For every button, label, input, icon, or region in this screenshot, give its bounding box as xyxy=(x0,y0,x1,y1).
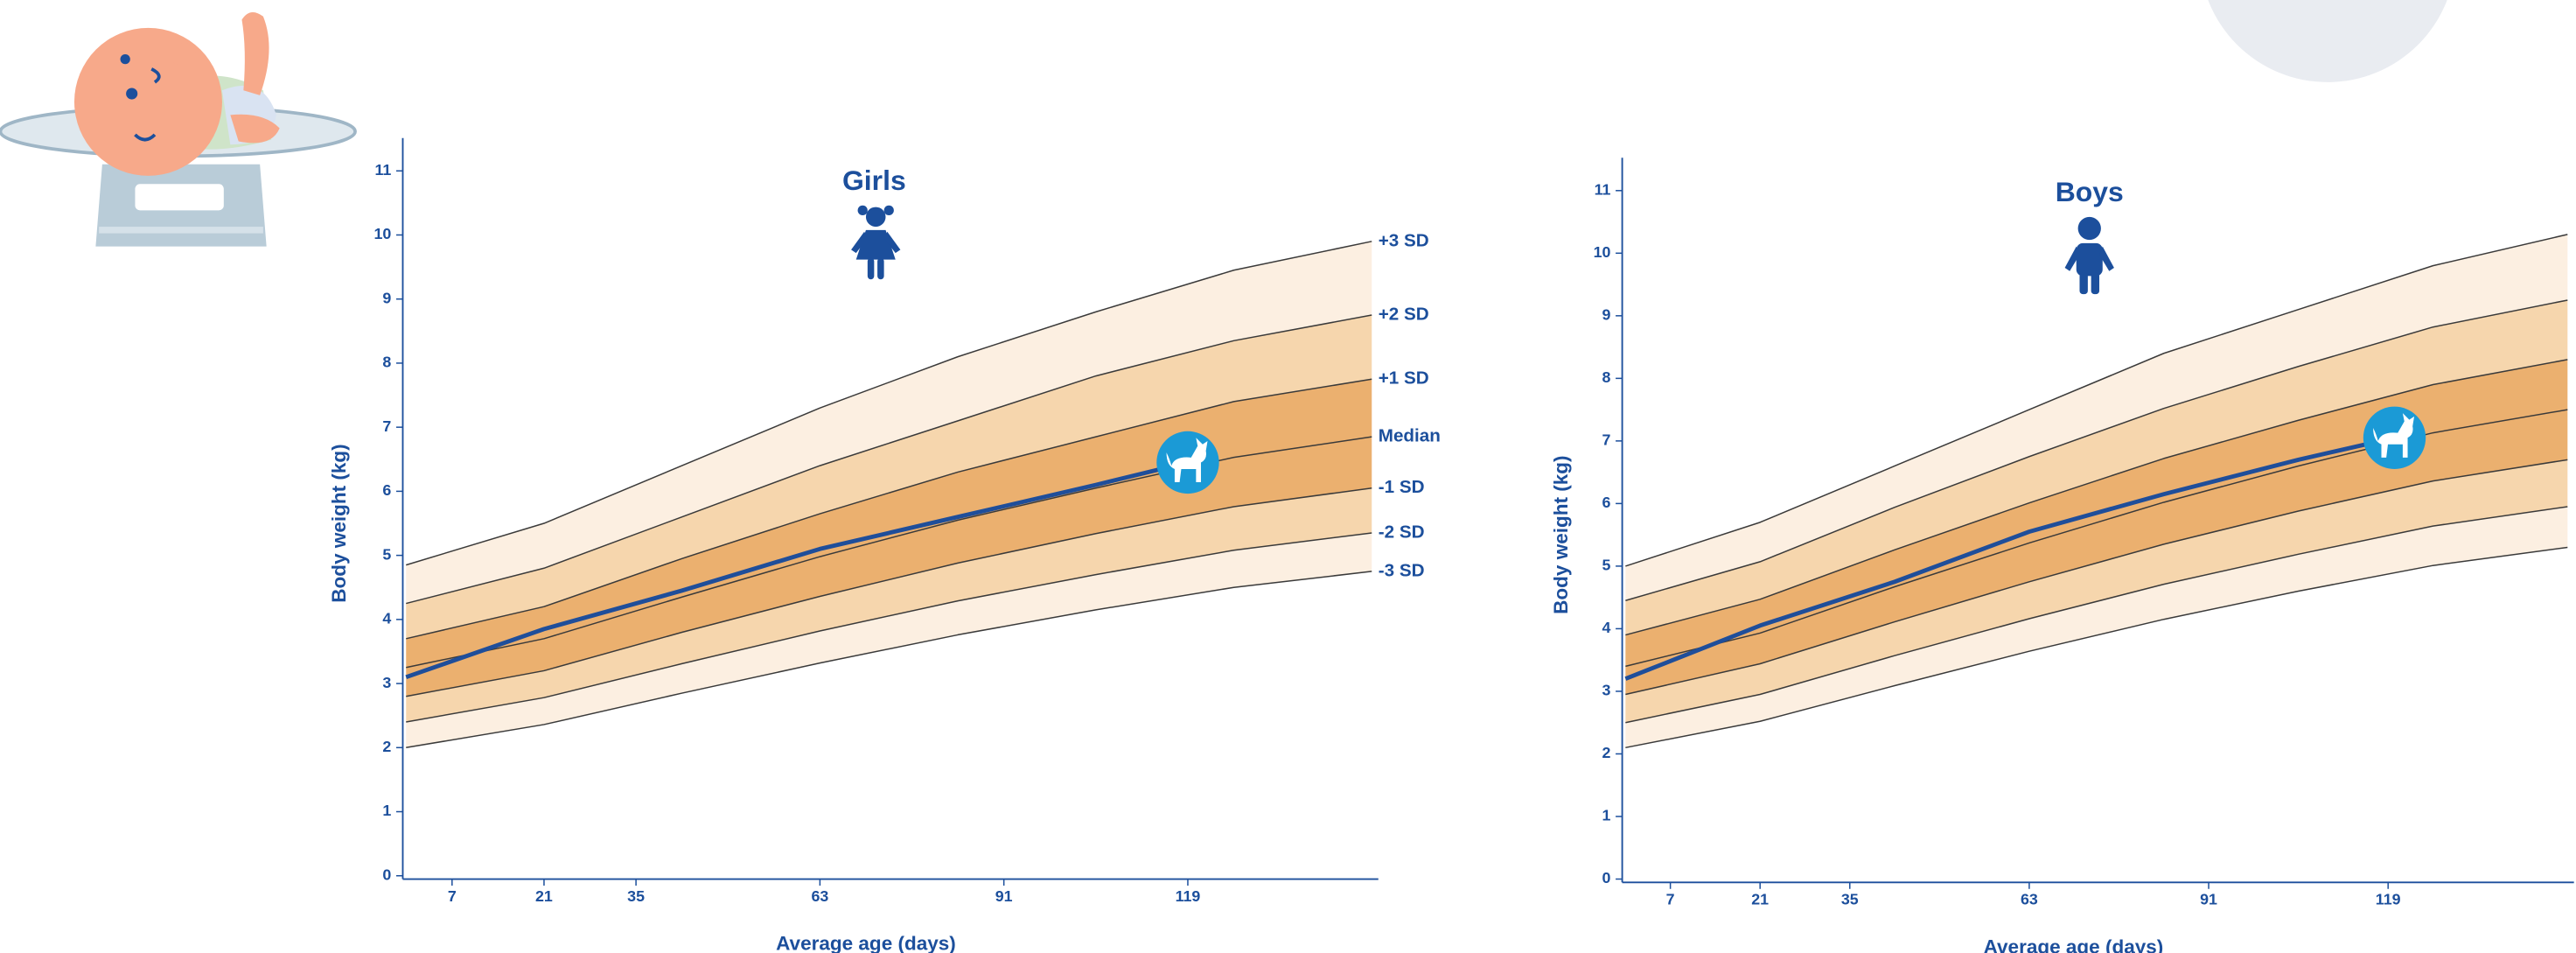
y-tick-label: 3 xyxy=(1602,682,1611,699)
dog-icon xyxy=(1166,438,1208,482)
sd-curve xyxy=(1625,299,2568,601)
sd-curve xyxy=(1625,234,2568,567)
y-tick-label: 5 xyxy=(1602,557,1611,574)
y-tick-label: 3 xyxy=(382,674,391,691)
sd-curve xyxy=(1625,546,2568,749)
sd-curve xyxy=(406,571,1372,749)
plot: +3 SD +2 SD +1 SD Median -1 SD -2 SD -3 SD 0 1 2 3… xyxy=(328,137,1441,953)
plot: 0 1 2 3 4 5 6 7 8 9 10 11 7 21 35 63 91 119 Boys Average ag… xyxy=(1550,158,2574,953)
band xyxy=(406,437,1372,697)
sd-label: Median xyxy=(1379,426,1441,446)
y-tick-label: 6 xyxy=(382,481,391,499)
sd-curve xyxy=(406,314,1372,605)
band xyxy=(406,241,1372,604)
y-tick-label: 5 xyxy=(382,545,391,563)
y-tick-label: 2 xyxy=(382,738,391,755)
sd-curve xyxy=(1625,359,2568,636)
y-axis-label: Body weight (kg) xyxy=(1550,455,1572,613)
y-tick-label: 9 xyxy=(1602,306,1611,324)
y-tick-label: 0 xyxy=(1602,869,1611,886)
band xyxy=(1625,299,2568,635)
y-tick-label: 7 xyxy=(382,417,391,435)
y-tick-label: 1 xyxy=(382,802,391,819)
band xyxy=(406,532,1372,748)
band xyxy=(406,487,1372,723)
baby-scale-illustration xyxy=(0,11,357,247)
y-tick-label: 0 xyxy=(382,865,391,883)
x-tick-label: 91 xyxy=(995,887,1013,905)
x-tick-label: 21 xyxy=(1751,891,1769,908)
sd-curve xyxy=(406,378,1372,640)
y-tick-label: 4 xyxy=(1602,619,1611,636)
x-axis-label: Average age (days) xyxy=(776,933,956,953)
y-tick-label: 4 xyxy=(382,610,391,627)
band xyxy=(406,379,1372,668)
sd-curve xyxy=(1625,459,2568,696)
sd-curve xyxy=(406,487,1372,697)
band xyxy=(1625,234,2568,601)
y-tick-label: 7 xyxy=(1602,431,1611,449)
boy-icon xyxy=(2064,216,2114,295)
pet-marker xyxy=(2363,406,2426,469)
sd-label: -3 SD xyxy=(1379,560,1425,580)
x-tick-label: 91 xyxy=(2200,891,2217,908)
band xyxy=(1625,506,2568,748)
y-tick-label: 11 xyxy=(1595,181,1611,199)
x-tick-label: 35 xyxy=(627,887,645,905)
x-tick-label: 7 xyxy=(1666,891,1675,908)
sd-label: +3 SD xyxy=(1379,230,1429,250)
sd-curve xyxy=(406,241,1372,566)
girl-icon xyxy=(851,205,901,280)
x-axis-label: Average age (days) xyxy=(1984,935,2164,953)
y-tick-label: 6 xyxy=(1602,494,1611,511)
x-tick-label: 63 xyxy=(811,887,828,905)
sd-label: +2 SD xyxy=(1379,304,1429,324)
x-tick-label: 21 xyxy=(535,887,553,905)
pet-marker xyxy=(1156,431,1219,494)
growth-line xyxy=(1624,435,2396,681)
y-tick-label: 8 xyxy=(1602,368,1611,386)
y-tick-label: 9 xyxy=(382,289,391,306)
sd-label: -1 SD xyxy=(1379,477,1425,497)
y-tick-label: 1 xyxy=(1602,807,1611,824)
y-tick-label: 11 xyxy=(374,161,391,179)
band xyxy=(406,315,1372,639)
growth-line xyxy=(405,460,1189,680)
x-tick-label: 35 xyxy=(1841,891,1859,908)
chart-title: Girls xyxy=(842,165,906,196)
x-tick-label: 119 xyxy=(2376,891,2401,908)
chart-title: Boys xyxy=(2056,176,2124,207)
x-tick-label: 63 xyxy=(2021,891,2038,908)
decor-circle xyxy=(2208,0,2447,82)
y-tick-label: 10 xyxy=(373,225,391,242)
sd-label: -2 SD xyxy=(1379,522,1425,542)
dog-icon xyxy=(2373,413,2415,458)
y-tick-label: 8 xyxy=(382,354,391,371)
sd-label: +1 SD xyxy=(1379,368,1429,389)
y-axis-label: Body weight (kg) xyxy=(328,444,350,602)
y-tick-label: 2 xyxy=(1602,744,1611,761)
y-tick-label: 10 xyxy=(1594,243,1611,261)
x-tick-label: 119 xyxy=(1176,887,1201,905)
x-tick-label: 7 xyxy=(448,887,457,905)
sd-curve xyxy=(406,532,1372,723)
sd-curve xyxy=(1625,506,2568,724)
band xyxy=(1625,459,2568,723)
band xyxy=(1625,410,2568,695)
